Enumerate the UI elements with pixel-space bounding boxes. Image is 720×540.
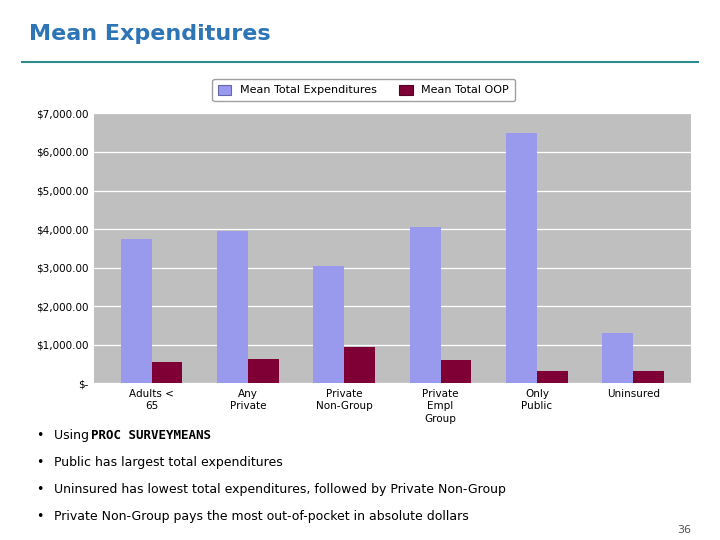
Text: 36: 36	[678, 524, 691, 535]
Bar	[441, 360, 472, 383]
Text: PROC SURVEYMEANS: PROC SURVEYMEANS	[91, 429, 212, 442]
Text: Private Non-Group pays the most out-of-pocket in absolute dollars: Private Non-Group pays the most out-of-p…	[54, 510, 469, 523]
Bar	[248, 360, 279, 383]
Bar	[344, 347, 375, 383]
Bar	[603, 333, 633, 383]
Text: Uninsured has lowest total expenditures, followed by Private Non-Group: Uninsured has lowest total expenditures,…	[54, 483, 506, 496]
Text: Using: Using	[54, 429, 93, 442]
Bar	[121, 239, 152, 383]
Bar	[410, 227, 441, 383]
Bar	[506, 133, 537, 383]
Legend: Mean Total Expenditures, Mean Total OOP: Mean Total Expenditures, Mean Total OOP	[212, 79, 515, 101]
Text: •: •	[36, 456, 43, 469]
Bar	[537, 370, 567, 383]
Text: Public has largest total expenditures: Public has largest total expenditures	[54, 456, 283, 469]
Bar	[313, 266, 344, 383]
Bar	[217, 231, 248, 383]
Bar	[152, 362, 182, 383]
Text: •: •	[36, 510, 43, 523]
Text: Mean Expenditures: Mean Expenditures	[29, 24, 271, 44]
Bar	[633, 371, 664, 383]
Text: •: •	[36, 429, 43, 442]
Text: •: •	[36, 483, 43, 496]
